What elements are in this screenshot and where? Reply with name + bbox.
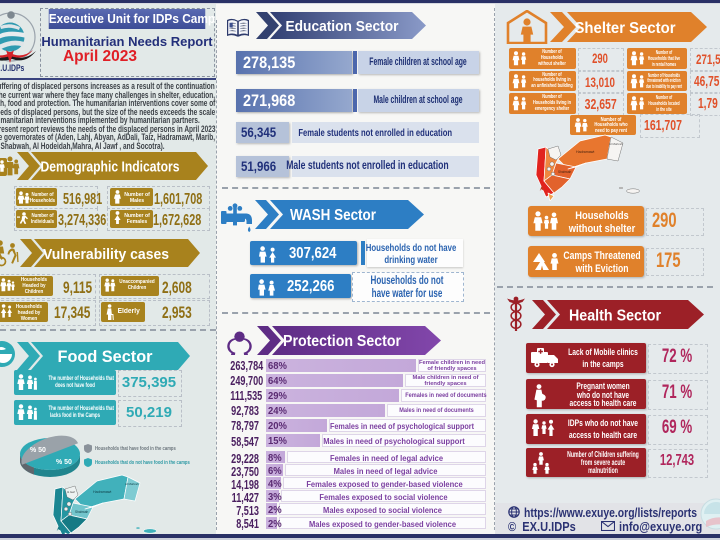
svg-text:Al Mahrah: Al Mahrah [609, 142, 623, 146]
svg-text:% 50: % 50 [30, 447, 46, 454]
svg-text:Education Sector: Education Sector [286, 18, 399, 35]
svg-text:Food Sector: Food Sector [58, 348, 154, 366]
svg-text:Vulnerability cases: Vulnerability cases [43, 246, 169, 263]
svg-text:% 50: % 50 [56, 459, 72, 466]
svg-text:WASH Sector: WASH Sector [290, 207, 376, 224]
svg-text:Protection Sector: Protection Sector [283, 333, 401, 350]
svg-text:Hadramawt: Hadramawt [93, 490, 111, 494]
svg-text:Demographic Indicators: Demographic Indicators [41, 160, 180, 176]
svg-text:Al Mahrah: Al Mahrah [125, 482, 139, 486]
svg-text:Shabwah: Shabwah [558, 170, 572, 174]
svg-text:Health Sector: Health Sector [569, 308, 661, 325]
svg-text:Hadramawt: Hadramawt [576, 150, 594, 154]
svg-text:Shabwah: Shabwah [75, 510, 89, 514]
svg-text:Al Jawf: Al Jawf [67, 491, 75, 494]
svg-text:Shelter Sector: Shelter Sector [575, 20, 676, 37]
